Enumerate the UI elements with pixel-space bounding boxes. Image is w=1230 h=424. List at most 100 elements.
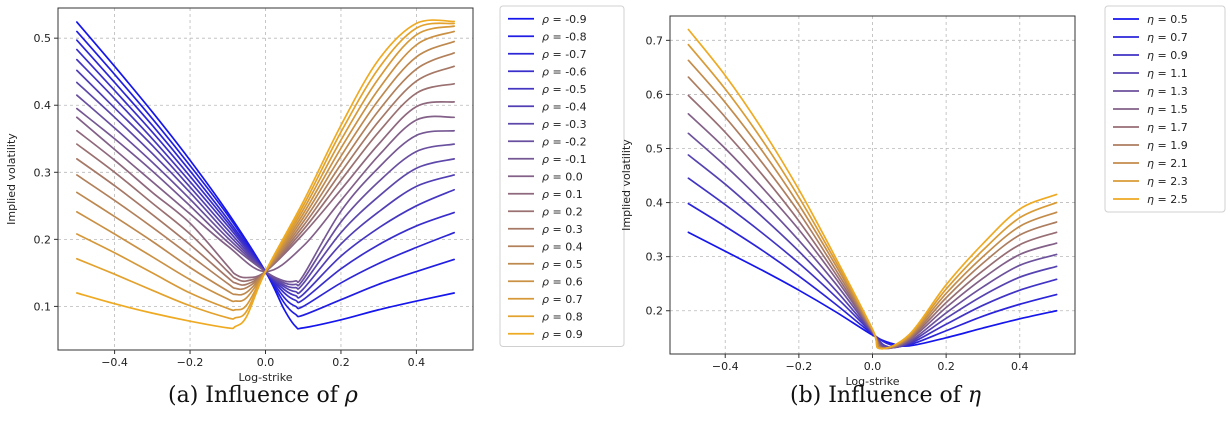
y-tick-label: 0.3 — [646, 251, 664, 264]
legend-label: ρ = 0.2 — [542, 205, 583, 218]
legend-item: ρ = 0.7 — [508, 293, 583, 306]
x-axis-label: Log-strike — [846, 375, 900, 388]
x-tick-label: −0.4 — [101, 356, 128, 369]
y-tick-label: 0.6 — [646, 88, 664, 101]
series-line — [687, 28, 1058, 350]
x-axis-label: Log-strike — [239, 371, 293, 384]
legend-label: ρ = -0.7 — [542, 48, 587, 61]
series-line — [76, 65, 455, 286]
legend-label: ρ = 0.6 — [542, 275, 583, 288]
legend-item: ρ = -0.7 — [508, 48, 587, 61]
legend-item: ρ = -0.4 — [508, 100, 587, 113]
series-line — [76, 69, 455, 295]
series-line — [76, 48, 455, 304]
legend-item: ρ = 0.2 — [508, 205, 583, 218]
legend-label: ρ = 0.3 — [542, 223, 583, 236]
legend-label: ρ = 0.0 — [542, 170, 583, 183]
series-line — [76, 94, 455, 287]
legend-label: ρ = 0.5 — [542, 258, 583, 271]
series-line — [76, 58, 455, 299]
legend-item: η = 2.5 — [1113, 193, 1188, 206]
series-line — [76, 81, 455, 290]
series-line — [76, 82, 455, 283]
legend-item: ρ = 0.6 — [508, 275, 583, 288]
legend-label: ρ = -0.8 — [542, 30, 587, 43]
legend-item: ρ = 0.1 — [508, 188, 583, 201]
series-line — [687, 76, 1058, 350]
series-line — [76, 39, 455, 310]
series-line — [76, 30, 455, 318]
legend-label: ρ = -0.1 — [542, 153, 587, 166]
legend-item: η = 0.7 — [1113, 31, 1188, 44]
x-tick-label: −0.4 — [712, 360, 739, 373]
legend-item: ρ = 0.4 — [508, 240, 583, 253]
legend-label: ρ = 0.1 — [542, 188, 583, 201]
legend-item: ρ = 0.9 — [508, 328, 583, 341]
series-line — [76, 52, 455, 291]
x-tick-label: −0.2 — [786, 360, 813, 373]
legend-label: η = 2.3 — [1147, 175, 1188, 188]
legend-label: η = 1.9 — [1147, 139, 1188, 152]
legend-label: η = 2.1 — [1147, 157, 1188, 170]
figure-caption: (a) Influence of ρ — [168, 383, 358, 408]
series-line — [76, 25, 455, 312]
legend-label: ρ = 0.4 — [542, 240, 583, 253]
legend-item: η = 1.3 — [1113, 85, 1188, 98]
legend-item: ρ = 0.3 — [508, 223, 583, 236]
legend-item: ρ = -0.3 — [508, 118, 587, 131]
series-line — [687, 202, 1058, 348]
series-line — [76, 21, 455, 330]
legend-label: η = 1.7 — [1147, 121, 1188, 134]
chart-1: −0.4 −0.2 0.0 0.2 0.4 0.1 0.2 0.3 0.4 0.5 Log-stri… — [5, 5, 625, 408]
legend-item: ρ = 0.0 — [508, 170, 583, 183]
y-tick-label: 0.4 — [646, 197, 664, 210]
x-tick-label: 0.2 — [937, 360, 955, 373]
legend-item: ρ = -0.2 — [508, 135, 587, 148]
legend-item: ρ = 0.5 — [508, 258, 583, 271]
y-axis-label: Implied volatility — [620, 139, 633, 231]
series-line — [76, 19, 455, 330]
y-tick-label: 0.3 — [34, 166, 52, 179]
legend-item: ρ = -0.1 — [508, 153, 587, 166]
legend-label: ρ = -0.3 — [542, 118, 587, 131]
legend-label: ρ = -0.9 — [542, 13, 587, 26]
y-tick-label: 0.4 — [34, 99, 52, 112]
legend-label: η = 1.1 — [1147, 67, 1188, 80]
series-line — [687, 154, 1058, 349]
legend: ρ = -0.9 ρ = -0.8 ρ = -0.7 ρ = -0.6 ρ = -0.5… — [499, 5, 625, 347]
x-tick-label: −0.2 — [177, 356, 204, 369]
x-tick-label: 0.4 — [1011, 360, 1029, 373]
legend-label: η = 0.9 — [1147, 49, 1188, 62]
legend-item: ρ = -0.6 — [508, 65, 587, 78]
legend-label: ρ = -0.2 — [542, 135, 587, 148]
legend-label: ρ = 0.8 — [542, 310, 583, 323]
series-line — [76, 30, 455, 303]
legend-label: η = 0.7 — [1147, 31, 1188, 44]
legend-box — [499, 5, 625, 347]
y-tick-label: 0.2 — [34, 233, 52, 246]
legend-label: ρ = -0.5 — [542, 83, 587, 96]
legend-label: η = 1.5 — [1147, 103, 1188, 116]
series-line — [687, 132, 1058, 349]
series-line — [76, 40, 455, 296]
legend-label: ρ = 0.7 — [542, 293, 583, 306]
legend-label: ρ = 0.9 — [542, 328, 583, 341]
legend-item: ρ = -0.5 — [508, 83, 587, 96]
legend-label: η = 2.5 — [1147, 193, 1188, 206]
series-line — [76, 101, 455, 279]
legend-item: η = 1.9 — [1113, 139, 1188, 152]
legend-item: η = 0.9 — [1113, 49, 1188, 62]
y-tick-label: 0.5 — [34, 32, 52, 45]
y-tick-label: 0.7 — [646, 34, 664, 47]
y-axis-label: Implied volatility — [5, 133, 18, 225]
x-tick-label: 0.0 — [257, 356, 275, 369]
series-line — [76, 22, 455, 320]
x-tick-label: 0.0 — [864, 360, 882, 373]
legend-item: η = 1.1 — [1113, 67, 1188, 80]
legend-item: η = 2.3 — [1113, 175, 1188, 188]
legend: η = 0.5 η = 0.7 η = 0.9 η = 1.1 η = 1.3 η = 1… — [1104, 5, 1226, 213]
legend-label: ρ = -0.6 — [542, 65, 587, 78]
legend-item: η = 0.5 — [1113, 13, 1188, 26]
legend-item: ρ = -0.9 — [508, 13, 587, 26]
